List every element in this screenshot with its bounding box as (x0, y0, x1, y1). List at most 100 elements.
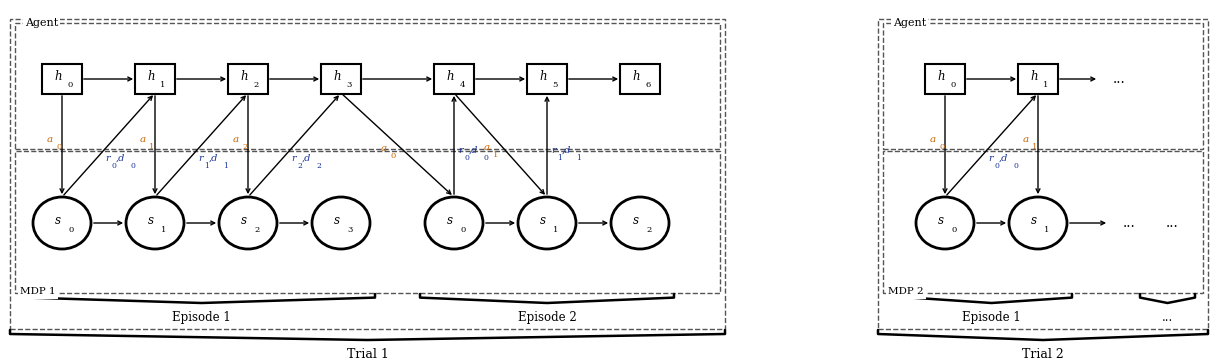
Ellipse shape (917, 197, 974, 249)
FancyBboxPatch shape (42, 64, 83, 94)
Text: 0: 0 (67, 81, 73, 89)
Text: 1: 1 (1043, 81, 1049, 89)
Text: h: h (147, 70, 155, 83)
FancyBboxPatch shape (620, 64, 660, 94)
Text: ,d: ,d (209, 154, 219, 163)
FancyBboxPatch shape (228, 64, 268, 94)
Text: 0: 0 (130, 162, 135, 170)
Text: h: h (937, 70, 944, 83)
Text: s: s (148, 214, 154, 227)
Text: h: h (1031, 70, 1038, 83)
Text: 0: 0 (951, 81, 955, 89)
Text: 1: 1 (204, 162, 209, 170)
FancyBboxPatch shape (433, 64, 473, 94)
Text: Agent: Agent (894, 18, 926, 28)
Ellipse shape (33, 197, 91, 249)
Text: a: a (140, 135, 146, 144)
Ellipse shape (126, 197, 185, 249)
Text: h: h (333, 70, 341, 83)
Text: s: s (938, 214, 944, 227)
Text: MDP 1: MDP 1 (19, 287, 56, 296)
Text: 1: 1 (223, 162, 228, 170)
Text: s: s (540, 214, 546, 227)
FancyBboxPatch shape (925, 64, 965, 94)
FancyBboxPatch shape (527, 64, 567, 94)
Text: 0: 0 (56, 143, 62, 151)
Text: ...: ... (1165, 216, 1179, 230)
Text: 1: 1 (160, 81, 165, 89)
Ellipse shape (312, 197, 370, 249)
Text: 1: 1 (1032, 143, 1038, 151)
Text: 0: 0 (1014, 162, 1019, 170)
Text: 2: 2 (317, 162, 322, 170)
Text: 3: 3 (347, 226, 353, 234)
Text: ...: ... (1123, 216, 1135, 230)
Text: a: a (233, 135, 239, 144)
Text: Episode 1: Episode 1 (963, 311, 1021, 324)
Text: ,d: ,d (469, 146, 478, 155)
Text: h: h (55, 70, 62, 83)
Text: s: s (447, 214, 453, 227)
Text: s: s (242, 214, 246, 227)
Text: Episode 2: Episode 2 (517, 311, 577, 324)
Text: r: r (551, 146, 556, 155)
Text: 1: 1 (149, 143, 154, 151)
Text: 0: 0 (994, 162, 999, 170)
Text: r: r (988, 154, 993, 163)
Text: ...: ... (1112, 72, 1125, 86)
Text: 2: 2 (254, 81, 259, 89)
Text: ,d: ,d (115, 154, 125, 163)
Text: 6: 6 (646, 81, 651, 89)
Text: s: s (1031, 214, 1037, 227)
Text: 3: 3 (346, 81, 352, 89)
Ellipse shape (611, 197, 669, 249)
Text: 1: 1 (557, 154, 562, 162)
Text: 1: 1 (577, 154, 582, 162)
Ellipse shape (219, 197, 277, 249)
Text: s: s (55, 214, 61, 227)
Text: MDP 2: MDP 2 (887, 287, 924, 296)
FancyBboxPatch shape (135, 64, 175, 94)
Text: h: h (539, 70, 546, 83)
Text: 0: 0 (68, 226, 74, 234)
Ellipse shape (1009, 197, 1067, 249)
FancyBboxPatch shape (1019, 64, 1057, 94)
Text: 2: 2 (243, 143, 248, 151)
Text: a: a (381, 144, 387, 153)
Text: h: h (632, 70, 640, 83)
Text: 0: 0 (112, 162, 117, 170)
Text: 1: 1 (1044, 226, 1050, 234)
Text: Trial 2: Trial 2 (1022, 348, 1063, 361)
Text: 4: 4 (459, 81, 465, 89)
Text: 2: 2 (646, 226, 652, 234)
Text: 2: 2 (297, 162, 302, 170)
Text: 1: 1 (493, 151, 499, 159)
Text: r: r (198, 154, 203, 163)
Text: 0: 0 (465, 154, 470, 162)
Text: h: h (447, 70, 454, 83)
Text: r: r (106, 154, 109, 163)
Text: a: a (47, 135, 53, 144)
Ellipse shape (425, 197, 483, 249)
Text: a: a (1023, 135, 1029, 144)
Text: r: r (291, 154, 296, 163)
Ellipse shape (518, 197, 575, 249)
Text: 0: 0 (460, 226, 466, 234)
Text: a: a (484, 143, 490, 152)
Text: 1: 1 (554, 226, 558, 234)
Text: s: s (632, 214, 639, 227)
Text: ,d: ,d (999, 154, 1008, 163)
Text: Agent: Agent (25, 18, 58, 28)
Text: h: h (240, 70, 248, 83)
Text: 0: 0 (483, 154, 488, 162)
Text: r: r (459, 146, 463, 155)
Text: Trial 1: Trial 1 (346, 348, 388, 361)
Text: 5: 5 (552, 81, 557, 89)
Text: ,d: ,d (562, 146, 572, 155)
Text: a: a (930, 135, 936, 144)
Text: s: s (334, 214, 340, 227)
FancyBboxPatch shape (320, 64, 361, 94)
Text: 1: 1 (161, 226, 166, 234)
Text: 2: 2 (255, 226, 260, 234)
Text: 0: 0 (952, 226, 957, 234)
